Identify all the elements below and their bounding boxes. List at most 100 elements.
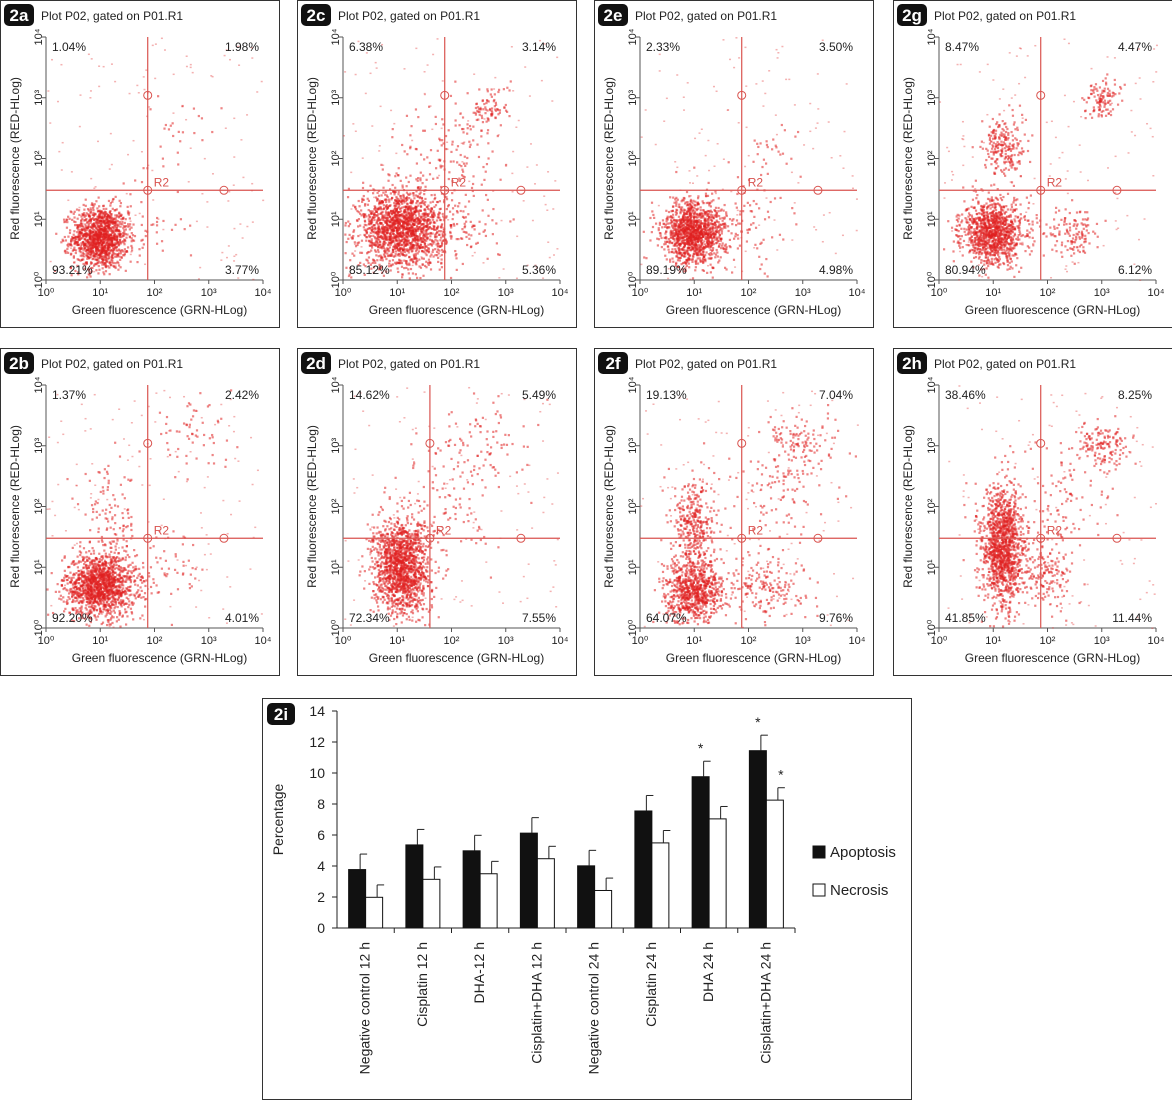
scatter-point <box>98 265 100 267</box>
scatter-point <box>99 591 101 593</box>
scatter-point <box>419 177 421 179</box>
scatter-point <box>399 260 401 262</box>
scatter-point <box>139 254 141 256</box>
scatter-point <box>437 261 439 263</box>
scatter-point <box>110 611 112 613</box>
scatter-point <box>83 580 85 582</box>
scatter-point <box>75 572 77 574</box>
scatter-point <box>76 587 78 589</box>
scatter-point <box>401 206 403 208</box>
scatter-point <box>397 271 399 273</box>
scatter-point <box>140 576 142 578</box>
scatter-point <box>69 218 71 220</box>
scatter-point <box>92 508 94 510</box>
scatter-point <box>402 254 404 256</box>
scatter-point <box>49 122 51 124</box>
scatter-point <box>139 617 141 619</box>
scatter-point <box>204 487 206 489</box>
scatter-point <box>51 59 53 61</box>
scatter-point <box>92 214 94 216</box>
scatter-point <box>204 554 206 556</box>
scatter-point <box>78 602 80 604</box>
scatter-point <box>97 499 99 501</box>
scatter-point <box>102 271 104 273</box>
scatter-point <box>203 444 205 446</box>
scatter-point <box>357 225 359 227</box>
scatter-point <box>117 262 119 264</box>
scatter-point <box>401 262 403 264</box>
scatter-point <box>113 540 115 542</box>
scatter-point <box>110 547 112 549</box>
scatter-point <box>85 565 87 567</box>
scatter-point <box>416 217 418 219</box>
scatter-point <box>433 206 435 208</box>
scatter-point <box>419 233 421 235</box>
scatter-point <box>358 218 360 220</box>
scatter-point <box>344 234 346 236</box>
scatter-point <box>393 245 395 247</box>
scatter-point <box>134 584 136 586</box>
scatter-point <box>66 219 68 221</box>
scatter-point <box>127 459 129 461</box>
scatter-point <box>401 203 403 205</box>
scatter-point <box>119 455 121 457</box>
scatter-point <box>62 142 64 144</box>
scatter-point <box>174 569 176 571</box>
scatter-point <box>107 465 109 467</box>
scatter-point <box>62 239 64 241</box>
scatter-point <box>78 596 80 598</box>
scatter-point <box>143 619 145 621</box>
scatter-point <box>196 410 198 412</box>
scatter-point <box>74 607 76 609</box>
scatter-point <box>87 246 89 248</box>
scatter-point <box>87 587 89 589</box>
scatter-point <box>99 213 101 215</box>
scatter-point <box>237 460 239 462</box>
scatter-point <box>421 241 423 243</box>
scatter-point <box>390 232 392 234</box>
scatter-point <box>392 233 394 235</box>
scatter-point <box>239 500 241 502</box>
scatter-point <box>465 221 467 223</box>
scatter-point <box>130 529 132 531</box>
scatter-point <box>97 141 99 143</box>
scatter-point <box>176 430 178 432</box>
scatter-point <box>95 246 97 248</box>
scatter-point <box>429 235 431 237</box>
scatter-point <box>84 230 86 232</box>
scatter-point <box>117 505 119 507</box>
scatter-point <box>398 206 400 208</box>
scatter-point <box>417 223 419 225</box>
scatter-point <box>138 568 140 570</box>
scatter-point <box>156 561 158 563</box>
scatter-point <box>370 229 372 231</box>
scatter-point <box>168 430 170 432</box>
scatter-point <box>226 576 228 578</box>
scatter-point <box>87 560 89 562</box>
scatter-point <box>105 218 107 220</box>
scatter-point <box>103 477 105 479</box>
scatter-point <box>214 424 216 426</box>
scatter-point <box>93 238 95 240</box>
scatter-point <box>251 57 253 59</box>
scatter-point <box>104 249 106 251</box>
scatter-point <box>347 238 349 240</box>
scatter-point <box>140 201 142 203</box>
scatter-point <box>394 175 396 177</box>
scatter-point <box>98 242 100 244</box>
scatter-point <box>64 570 66 572</box>
scatter-point <box>88 243 90 245</box>
scatter-point <box>220 259 222 261</box>
scatter-point <box>409 277 411 279</box>
scatter-point <box>376 231 378 233</box>
scatter-point <box>210 553 212 555</box>
scatter-point <box>94 503 96 505</box>
scatter-point <box>385 232 387 234</box>
scatter-point <box>55 233 57 235</box>
scatter-point <box>107 223 109 225</box>
scatter-point <box>124 239 126 241</box>
scatter-point <box>120 567 122 569</box>
scatter-point <box>423 193 425 195</box>
scatter-point <box>70 241 72 243</box>
